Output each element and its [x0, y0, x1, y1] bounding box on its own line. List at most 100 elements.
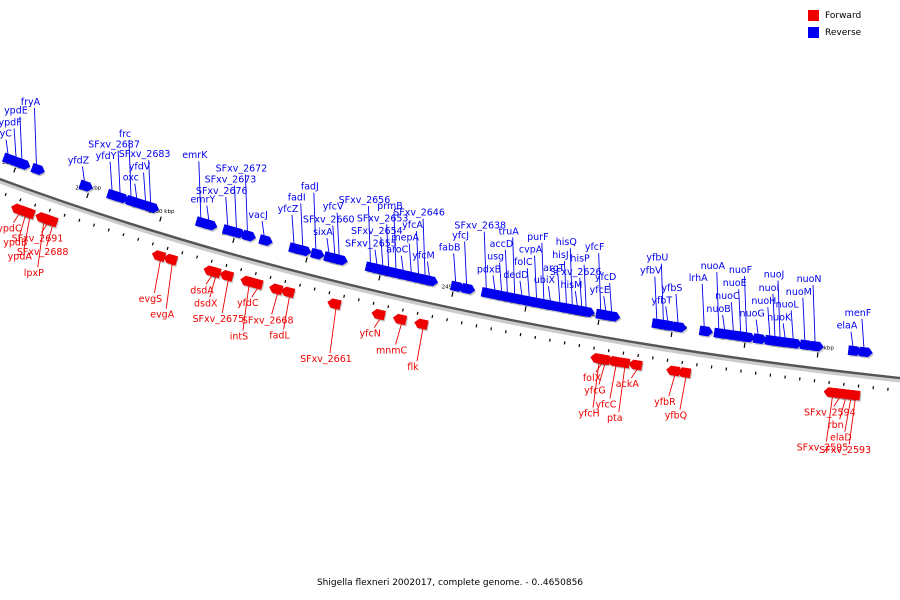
leader-line [679, 376, 687, 410]
reverse-gene-label: purF [527, 232, 548, 243]
leader-line [483, 231, 487, 289]
leader-line [675, 293, 679, 323]
reverse-gene-arrow [698, 325, 714, 338]
forward-gene-arrow [249, 278, 265, 292]
reverse-gene-label: mepA [391, 233, 419, 244]
axis-minor-tick [402, 308, 404, 312]
leader-line [844, 398, 852, 432]
gene-body [296, 244, 312, 257]
reverse-gene-label: SFxv_2687 [88, 139, 140, 150]
axis-minor-tick [210, 259, 213, 263]
axis-minor-tick [607, 349, 610, 353]
forward-gene-label: SFxv_2668 [242, 315, 294, 326]
axis-minor-tick [416, 311, 419, 315]
reverse-gene-label: SFxv_2626 [550, 267, 602, 278]
leader-line [13, 213, 20, 223]
reverse-gene-arrow [809, 340, 825, 353]
forward-gene-arrow [414, 318, 430, 332]
reverse-gene-arrow [202, 218, 219, 233]
reverse-gene-label: SFxv_2676 [196, 186, 248, 197]
reverse-gene-label: menF [845, 308, 872, 319]
axis-minor-tick [534, 335, 537, 340]
reverse-gene-label: ypdE [4, 106, 28, 117]
reverse-gene-arrow [144, 201, 160, 215]
reverse-gene-arrow [241, 229, 257, 243]
reverse-gene-arrow [741, 331, 757, 344]
forward-gene-label: yfbQ [665, 411, 687, 422]
reverse-gene-label: nuoA [701, 261, 726, 272]
axis-minor-tick [78, 218, 81, 222]
gene-body [371, 308, 386, 321]
axis-tick [670, 331, 673, 338]
leader-line [547, 286, 551, 302]
leader-line [504, 249, 508, 293]
leader-line [261, 221, 265, 237]
axis-minor-tick [519, 333, 522, 337]
gene-body [144, 201, 160, 213]
reverse-strand-track: fryCypdFypdEfryAyfdZyfdYSFxv_2687frcoxcy… [0, 97, 874, 359]
gene-body [44, 215, 59, 228]
axis-minor-tick [504, 330, 507, 334]
leader-line [380, 237, 384, 267]
gene-body [666, 365, 681, 377]
reverse-gene-arrow [30, 162, 46, 177]
forward-gene-arrow [616, 357, 632, 370]
forward-gene-arrow [677, 367, 693, 380]
leader-line [393, 212, 397, 270]
leader-line [665, 306, 669, 322]
leader-line [598, 363, 606, 385]
leader-line [583, 264, 587, 308]
axis-minor-tick [563, 341, 566, 345]
reverse-gene-label: yfbS [661, 283, 682, 294]
axis-tick [597, 319, 600, 326]
axis-minor-tick [225, 263, 228, 268]
reverse-gene-label: SFxv_2655 [345, 239, 397, 250]
axis-minor-tick [328, 291, 331, 295]
axis-minor-tick [63, 213, 66, 217]
forward-gene-arrow [628, 359, 644, 372]
reverse-gene-label: oxc [123, 173, 139, 184]
leader-line [825, 396, 833, 442]
leader-line [512, 237, 516, 295]
leader-line [336, 212, 340, 256]
axis-tick [13, 167, 17, 173]
leader-line [812, 285, 816, 343]
reverse-gene-label: yfcM [412, 251, 434, 262]
reverse-gene-label: dedD [503, 270, 528, 281]
axis-minor-tick [343, 294, 346, 298]
gene-body [114, 191, 129, 204]
reverse-gene-label: nuoG [740, 309, 765, 320]
axis-tick [305, 257, 308, 263]
gene-body [258, 234, 273, 246]
forward-label: Forward [825, 10, 862, 21]
leader-line [609, 365, 617, 399]
forward-gene-arrow [269, 283, 285, 297]
axis-minor-tick [196, 255, 199, 259]
leader-line [777, 280, 781, 338]
reverse-gene-label: fryC [0, 129, 12, 140]
gene-body [628, 359, 643, 371]
leader-line [374, 249, 378, 265]
leader-line [209, 276, 217, 298]
leader-line [117, 150, 121, 194]
forward-gene-label: ypdB [3, 238, 27, 249]
gene-body [672, 321, 687, 333]
forward-gene-label: lpxP [24, 268, 44, 279]
reverse-gene-label: emrY [190, 195, 215, 206]
forward-gene-arrow [280, 286, 297, 300]
gene-body [741, 331, 756, 343]
axis-minor-tick [19, 198, 22, 202]
forward-gene-label: fadL [269, 330, 290, 341]
leader-line [668, 374, 676, 397]
gene-body [207, 266, 222, 279]
forward-gene-label: SFxv_2593 [819, 445, 871, 456]
gene-body [163, 253, 179, 266]
reverse-gene-arrow [580, 306, 596, 319]
leader-line [574, 291, 578, 307]
axis-minor-tick [299, 283, 301, 287]
leader-line [225, 196, 229, 227]
reverse-gene-label: SFxv_2656 [339, 195, 391, 206]
reverse-gene-label: yfdZ [68, 156, 90, 167]
reverse-gene-label: elaA [837, 321, 858, 332]
gene-body [580, 306, 595, 318]
